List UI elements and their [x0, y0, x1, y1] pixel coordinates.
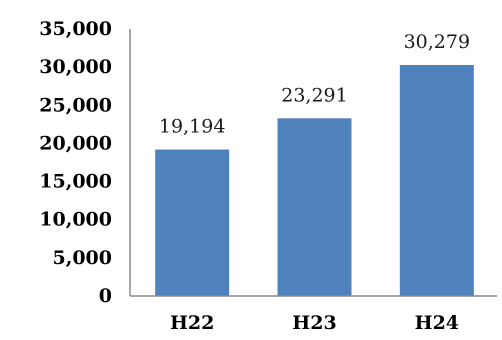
data-label: 30,279: [404, 31, 470, 53]
y-tick-label: 20,000: [39, 132, 112, 154]
y-tick-label: 15,000: [39, 171, 112, 193]
y-tick-label: 0: [99, 285, 112, 307]
x-tick-label: H23: [292, 312, 336, 334]
bar-h22: [155, 149, 230, 296]
y-tick-label: 5,000: [53, 247, 113, 269]
y-tick-label: 30,000: [39, 56, 112, 78]
x-tick-label: H22: [170, 312, 214, 334]
data-label: 19,194: [159, 116, 225, 138]
x-axis: H22 H23 H24: [130, 295, 497, 334]
y-tick-label: 10,000: [39, 209, 112, 231]
bar-h23: [277, 118, 352, 297]
y-tick-label: 25,000: [39, 94, 112, 116]
data-label: 23,291: [281, 84, 347, 106]
y-tick-label: 35,000: [39, 18, 112, 40]
bar-h24: [399, 65, 474, 296]
bars: 19,194 23,291 30,279: [155, 31, 474, 297]
x-tick-label: H24: [415, 312, 459, 334]
y-axis: 0 5,000 10,000 15,000 20,000 25,000 30,000 35,0…: [39, 18, 131, 307]
